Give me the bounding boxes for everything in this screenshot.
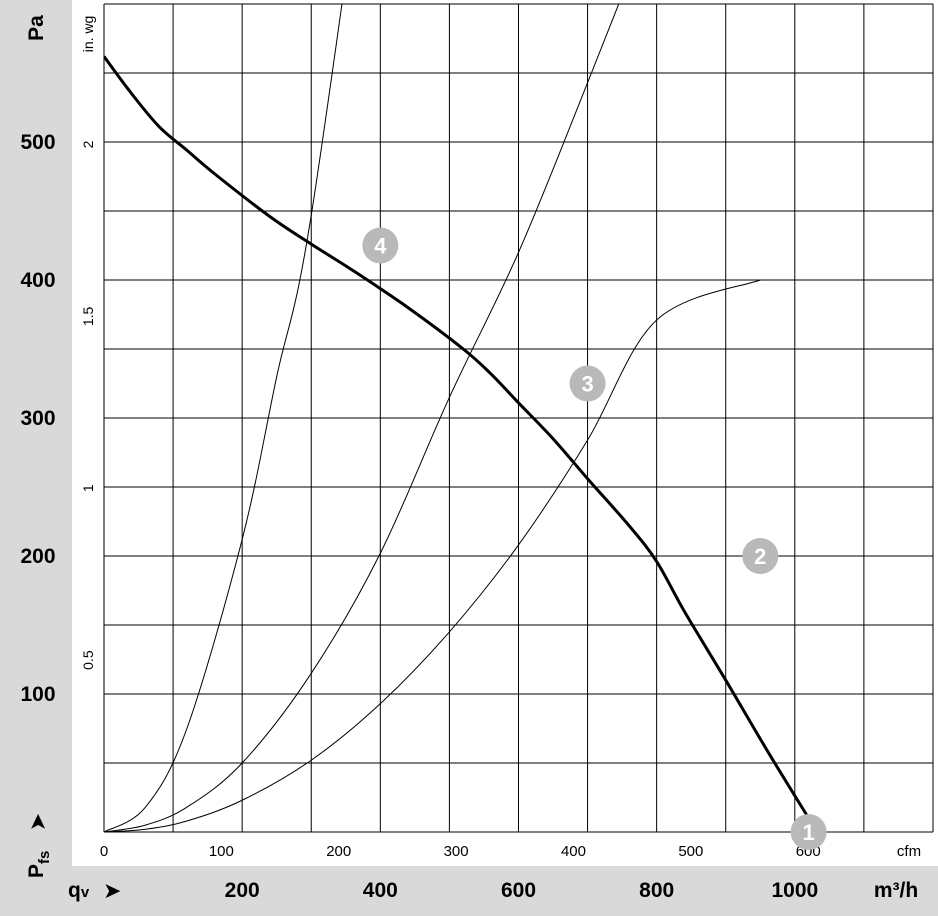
x-unit-cfm: cfm bbox=[897, 843, 921, 860]
y-tick-label-pa: 300 bbox=[20, 407, 55, 430]
y-tick-label-inwg: 1 bbox=[80, 484, 96, 492]
x-tick-label-cfm: 0 bbox=[100, 843, 108, 860]
y-tick-label-inwg: 1.5 bbox=[80, 306, 96, 326]
operating-point-label: 4 bbox=[374, 234, 387, 259]
y-unit-pa: Pa bbox=[25, 15, 48, 41]
x-tick-label-m3h: 1000 bbox=[771, 879, 818, 902]
fan-curve-line bbox=[104, 55, 810, 819]
y-tick-label-pa: 500 bbox=[20, 131, 55, 154]
x-unit-m3h: m³/h bbox=[874, 879, 918, 902]
x-tick-label-m3h: 200 bbox=[225, 879, 260, 902]
x-tick-label-cfm: 100 bbox=[209, 843, 234, 860]
x-axis-band bbox=[0, 866, 938, 916]
y-tick-label-pa: 100 bbox=[20, 683, 55, 706]
x-tick-label-m3h: 400 bbox=[363, 879, 398, 902]
y-tick-label-inwg: 2 bbox=[80, 140, 96, 148]
operating-point-label: 1 bbox=[803, 820, 815, 845]
y-tick-label-pa: 400 bbox=[20, 269, 55, 292]
operating-point-marker bbox=[790, 814, 827, 850]
y-axis-band bbox=[0, 0, 72, 916]
x-tick-label-cfm: 400 bbox=[561, 843, 586, 860]
operating-point-marker bbox=[569, 365, 606, 402]
y-tick-label-pa: 200 bbox=[20, 545, 55, 568]
x-tick-label-m3h: 600 bbox=[501, 879, 536, 902]
y-tick-label-inwg: 0.5 bbox=[80, 650, 96, 670]
x-tick-label-cfm: 200 bbox=[326, 843, 351, 860]
x-tick-label-cfm: 500 bbox=[678, 843, 703, 860]
x-tick-label-cfm: 300 bbox=[444, 843, 469, 860]
x-axis-arrow-icon: ➤ bbox=[103, 878, 121, 903]
y-axis-arrow-icon: ➤ bbox=[25, 813, 50, 831]
y-unit-inwg: in. wg bbox=[80, 16, 96, 53]
system-curve-line bbox=[104, 279, 761, 832]
operating-point-label: 3 bbox=[581, 372, 593, 397]
operating-point-marker bbox=[362, 227, 399, 264]
operating-point-marker bbox=[742, 538, 779, 574]
system-curve-line bbox=[104, 4, 343, 832]
operating-point-label: 2 bbox=[754, 544, 766, 569]
x-tick-label-m3h: 800 bbox=[639, 879, 674, 902]
x-axis-label: qv bbox=[68, 879, 90, 902]
system-curve-line bbox=[104, 4, 620, 832]
